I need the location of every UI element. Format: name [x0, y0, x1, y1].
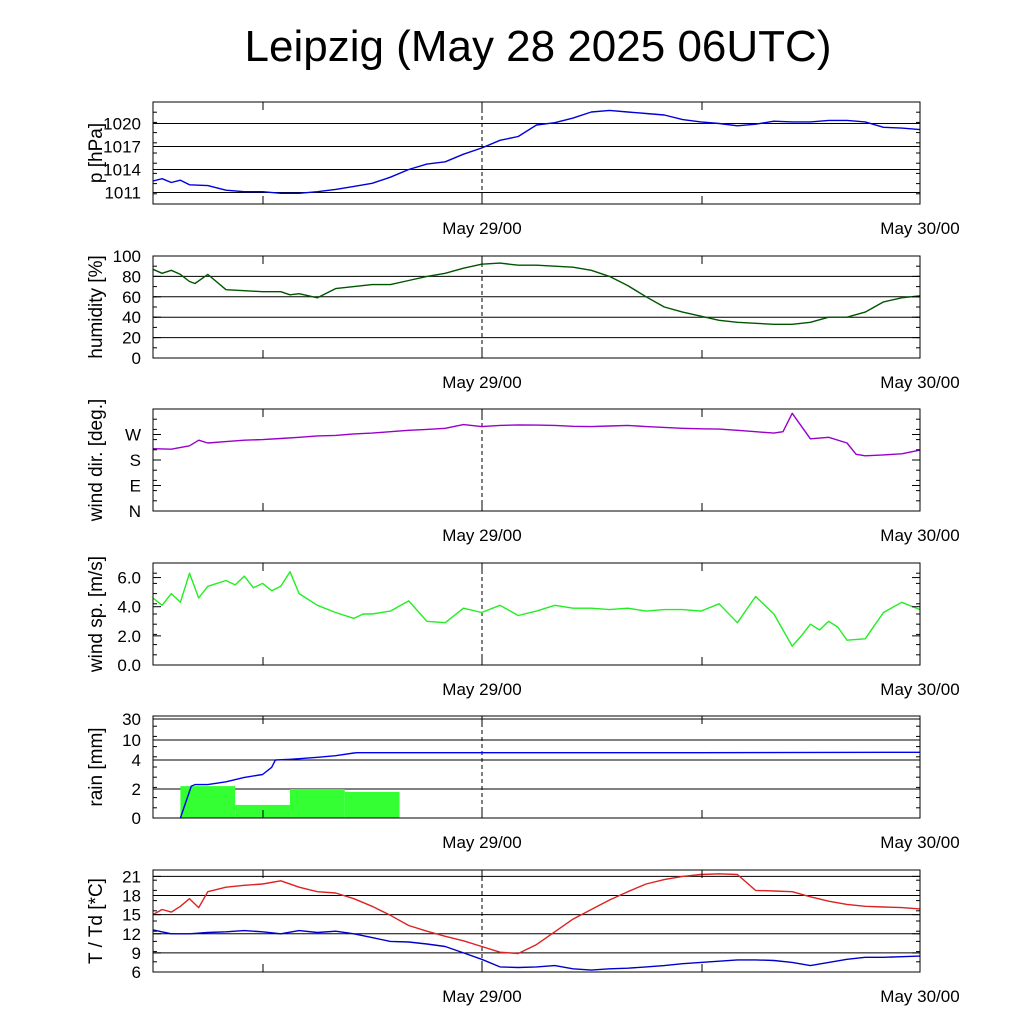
y-axis-label: p [hPa]: [86, 123, 107, 183]
x-tick-label: May 30/00: [880, 987, 959, 1006]
y-axis-label: wind sp. [m/s]: [86, 556, 107, 673]
y-tick-label: 20: [122, 329, 141, 348]
y-tick-label: 21: [122, 867, 141, 886]
x-tick-label: May 30/00: [880, 373, 959, 392]
panel-frame: [152, 715, 921, 819]
y-tick-label: 1020: [103, 114, 141, 133]
panel-frame: [152, 869, 921, 973]
y-tick-label: N: [129, 502, 141, 521]
y-tick-label: 1014: [103, 160, 141, 179]
chart-title: Leipzig (May 28 2025 06UTC): [244, 22, 832, 71]
y-axis-label: wind dir. [deg.]: [86, 399, 107, 523]
y-tick-label: E: [130, 477, 141, 496]
y-tick-label: 0: [132, 349, 141, 368]
series-line-dewpoint: [152, 929, 921, 971]
panel-frame: [152, 562, 921, 666]
series-line-wind_sp: [152, 571, 921, 647]
y-tick-label: 0: [132, 809, 141, 828]
y-tick-label: 6: [132, 963, 141, 982]
y-tick-label: 30: [122, 710, 141, 729]
series-line-pressure: [152, 109, 921, 194]
series-line-temp: [152, 873, 921, 955]
x-tick-label: May 29/00: [442, 833, 521, 852]
y-tick-label: 9: [132, 944, 141, 963]
y-tick-label: 0.0: [117, 656, 141, 675]
series-line-wind_dir: [152, 412, 921, 457]
x-tick-label: May 29/00: [442, 526, 521, 545]
rain-bar: [289, 789, 345, 818]
y-axis-label: humidity [%]: [86, 255, 107, 358]
x-tick-label: May 30/00: [880, 680, 959, 699]
panel-frame: [152, 408, 921, 512]
y-axis-label: rain [mm]: [86, 727, 107, 806]
y-tick-label: W: [125, 426, 141, 445]
x-tick-label: May 29/00: [442, 680, 521, 699]
y-tick-label: 6.0: [117, 569, 141, 588]
x-tick-label: May 29/00: [442, 373, 521, 392]
x-tick-label: May 30/00: [880, 219, 959, 238]
y-tick-label: 15: [122, 906, 141, 925]
y-tick-label: 1017: [103, 137, 141, 156]
panel-5: 30 104 2 0 May 29/00 May 30/00 rain [mm]: [86, 710, 960, 852]
y-tick-label: 100: [113, 247, 141, 266]
x-tick-label: May 30/00: [880, 526, 959, 545]
y-axis-label: T / Td [*C]: [86, 878, 107, 964]
y-tick-label: S: [130, 451, 141, 470]
y-tick-label: 1011: [104, 183, 141, 202]
rain-bar: [180, 786, 236, 818]
x-tick-label: May 29/00: [442, 987, 521, 1006]
y-tick-label: 12: [122, 925, 141, 944]
y-tick-label: 2.0: [117, 627, 141, 646]
y-tick-label: 18: [122, 887, 141, 906]
y-tick-label: 40: [122, 308, 141, 327]
series-line-rain_line: [179, 751, 921, 819]
series-line-humidity: [152, 262, 921, 325]
panel-frame: [152, 255, 921, 359]
panel-4: 6.0 4.0 2.0 0.0 May 29/00 May 30/00 wind sp. […: [86, 556, 960, 699]
y-tick-label: 2: [132, 780, 141, 799]
x-tick-label: May 29/00: [442, 219, 521, 238]
y-tick-label: 4.0: [117, 598, 141, 617]
panel-1: 1020 1017 1014 1011 May 29/00 May 30/00 p [hPa…: [86, 101, 960, 238]
y-tick-label: 10: [122, 731, 141, 750]
y-tick-label: 80: [122, 267, 141, 286]
y-tick-label: 60: [122, 288, 141, 307]
panel-frame: [152, 101, 921, 205]
rain-bar: [344, 791, 400, 818]
x-tick-label: May 30/00: [880, 833, 959, 852]
y-tick-label: 4: [132, 751, 141, 770]
